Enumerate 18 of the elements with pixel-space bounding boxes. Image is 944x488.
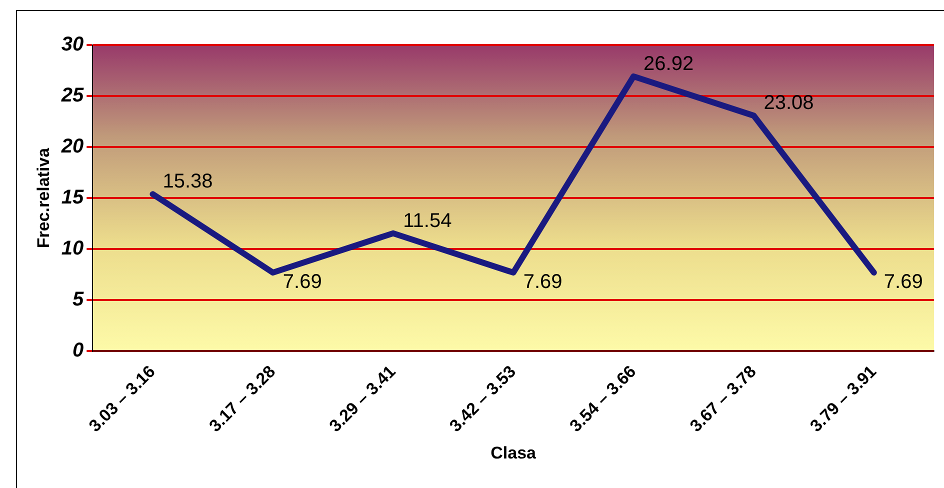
y-tick-label: 10 (61, 238, 84, 260)
x-tick-label: 3.29 – 3.41 (326, 362, 400, 436)
y-tick-label: 15 (61, 186, 85, 209)
data-label: 7.69 (282, 271, 322, 294)
y-tick-label: 30 (61, 34, 84, 56)
data-label: 7.69 (523, 271, 562, 294)
data-label: 15.38 (162, 170, 213, 193)
y-tick-label: 20 (60, 136, 84, 158)
x-tick-label: 3.79 – 3.91 (806, 362, 880, 436)
y-tick-label: 0 (72, 340, 84, 362)
y-tick-label: 25 (60, 84, 85, 107)
y-axis-title: Frec.relativa (34, 147, 53, 248)
data-label: 23.08 (764, 92, 814, 114)
data-label: 7.69 (884, 271, 923, 294)
data-label: 26.92 (644, 52, 694, 75)
x-axis-title: Clasa (490, 443, 537, 462)
data-label: 11.54 (403, 210, 452, 232)
y-tick-label: 5 (72, 288, 85, 311)
